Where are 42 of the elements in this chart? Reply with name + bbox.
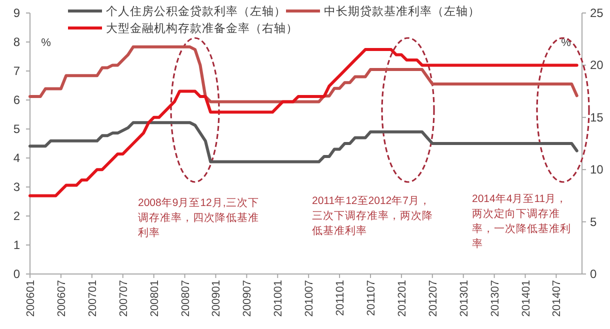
legend-label: 个人住房公积金贷款利率（左轴） [106,4,286,18]
x-tick-label: 201407 [551,280,564,317]
y2-tick-label: 25 [590,6,604,20]
x-tick-label: 200801 [148,280,161,317]
annotation: 2008年9月至12月,三次下调存准率，四次降低基准利率 [138,196,260,241]
x-tick-label: 201201 [396,280,408,317]
x-tick-label: 201307 [489,280,502,317]
legend-label: 大型金融机构存款准备金率（右轴） [106,21,298,35]
y-axis-title: % [41,37,52,49]
y2-tick-label: 15 [590,110,604,124]
x-tick-label: 200607 [56,280,68,317]
x-tick-label: 201101 [334,280,347,316]
x-tick-label: 200601 [25,280,37,317]
x-tick-label: 201401 [520,280,532,317]
x-tick-label: 201207 [427,280,440,317]
y2-tick-label: 10 [590,162,604,177]
x-tick-label: 201007 [304,280,316,317]
y2-tick-label: 5 [590,214,597,229]
y-tick-label: 1 [13,238,20,252]
y-tick-label: 2 [13,209,20,223]
annotation: 2011年12至2012年7月，三次下调存准率，两次降低基准利率 [312,194,434,239]
y-tick-label: 9 [13,6,20,20]
annotation: 2014年4月至11月，两次定向下调存准率，一次降低基准利率 [472,192,572,252]
y-tick-label: 3 [13,180,20,194]
x-tick-label: 201107 [365,280,378,316]
x-tick-label: 200707 [118,280,130,317]
legend-label: 中长期贷款基准利率（左轴） [324,4,480,18]
y-tick-label: 8 [13,35,20,49]
x-tick-label: 200907 [242,280,254,317]
y-tick-label: 0 [13,267,20,281]
y-tick-label: 5 [13,122,20,136]
y2-tick-label: 0 [590,267,597,281]
x-tick-label: 200807 [180,280,192,317]
y2-tick-label: 20 [590,58,604,72]
x-tick-label: 200901 [210,280,223,317]
x-tick-label: 201001 [272,280,285,317]
y-tick-label: 6 [13,93,20,107]
x-tick-label: 200701 [86,280,99,317]
y-tick-label: 7 [13,64,20,78]
x-tick-label: 201301 [458,280,470,317]
y-tick-label: 4 [13,151,20,165]
y2-axis-title: % [561,37,572,49]
